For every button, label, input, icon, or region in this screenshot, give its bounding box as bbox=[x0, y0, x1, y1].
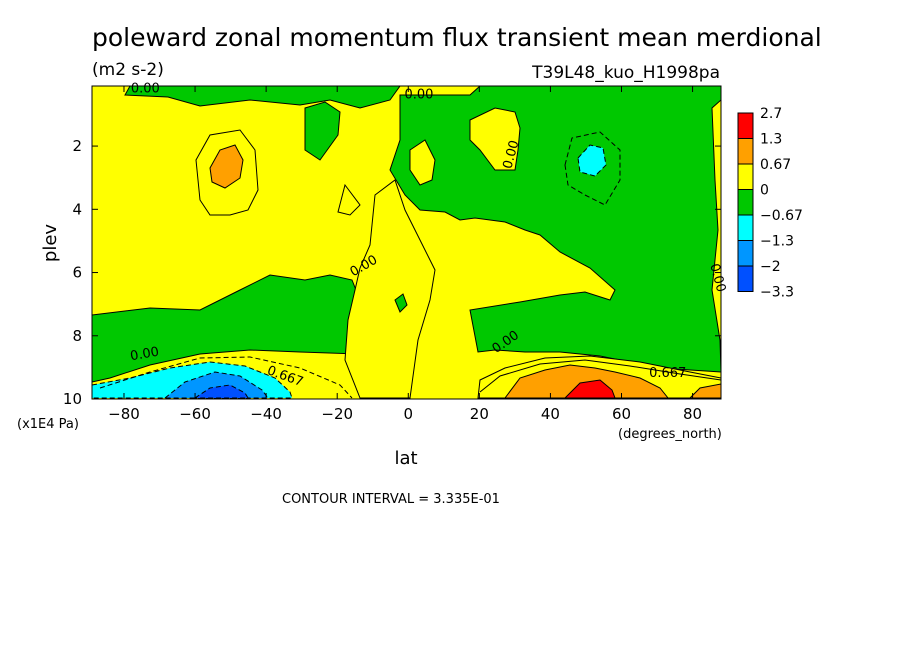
contour-surface-north-outer bbox=[479, 359, 721, 393]
colorbar-level-label: −0.67 bbox=[760, 208, 803, 224]
x-tick-label: 60 bbox=[612, 405, 631, 423]
region-negative-small-1 bbox=[304, 101, 341, 161]
colorbar-level-label: 2.7 bbox=[760, 106, 782, 122]
x-axis-ticks: −80 −60 −40 −20 0 20 40 60 80 bbox=[108, 86, 702, 423]
region-positive-column bbox=[344, 179, 436, 399]
region-red-surface-north bbox=[563, 379, 616, 399]
colorbar-swatch bbox=[737, 138, 754, 165]
colorbar-level-label: −3.3 bbox=[760, 285, 794, 301]
plot-frame bbox=[91, 85, 722, 400]
region-orange-sh-upper bbox=[209, 144, 244, 189]
y-axis-units: (x1E4 Pa) bbox=[17, 417, 79, 432]
run-label: T39L48_kuo_H1998pa bbox=[531, 63, 720, 83]
region-negative-left-top bbox=[92, 86, 401, 109]
colorbar-swatch bbox=[737, 189, 754, 216]
contour-label: 0.00 bbox=[129, 345, 160, 365]
colorbar-level-label: 0 bbox=[760, 183, 769, 199]
colorbar-swatch bbox=[737, 112, 754, 139]
region-positive-tongue bbox=[337, 183, 361, 216]
y-tick-label: 6 bbox=[72, 264, 82, 282]
region-positive-island bbox=[409, 139, 436, 186]
y-tick-label: 2 bbox=[72, 137, 82, 155]
chart-title: poleward zonal momentum flux transient m… bbox=[92, 23, 822, 52]
region-negative-small-2 bbox=[394, 293, 408, 313]
contour-label: 0.667 bbox=[649, 366, 686, 381]
region-orange-surface-north bbox=[504, 364, 670, 399]
x-tick-label: −20 bbox=[321, 405, 353, 423]
x-tick-label: 80 bbox=[683, 405, 702, 423]
x-tick-label: 0 bbox=[404, 405, 414, 423]
contour-label: 0.00 bbox=[404, 88, 433, 103]
region-negative-northern bbox=[389, 86, 721, 373]
contour-label: 0.00 bbox=[131, 81, 160, 96]
region-darkblue-surface-south bbox=[193, 384, 249, 399]
colorbar-level-label: 0.67 bbox=[760, 157, 791, 173]
contour-field bbox=[92, 86, 721, 399]
y-tick-label: 8 bbox=[72, 327, 82, 345]
region-positive-nh-upper bbox=[469, 107, 521, 171]
colorbar-swatch bbox=[737, 163, 754, 190]
region-cyan-nh-upper bbox=[577, 144, 607, 177]
contour-sh-upper-ring bbox=[195, 129, 259, 216]
colorbar-level-label: −1.3 bbox=[760, 234, 794, 250]
contour-label: 0.00 bbox=[501, 139, 523, 171]
x-tick-label: 40 bbox=[541, 405, 560, 423]
y-axis-ticks: 2 4 6 8 10 bbox=[63, 137, 721, 408]
colorbar-level-label: 1.3 bbox=[760, 132, 782, 148]
x-axis-units: (degrees_north) bbox=[618, 427, 722, 442]
colorbar-swatch bbox=[737, 240, 754, 267]
colorbar-swatch bbox=[737, 214, 754, 241]
contour-nh-upper-ring bbox=[564, 131, 621, 206]
colorbar-swatch bbox=[737, 265, 754, 292]
colorbar-level-label: −2 bbox=[760, 259, 781, 275]
x-tick-label: −80 bbox=[108, 405, 140, 423]
x-tick-label: −40 bbox=[250, 405, 282, 423]
contour-interval-note: CONTOUR INTERVAL = 3.335E-01 bbox=[282, 492, 500, 507]
x-tick-label: 20 bbox=[470, 405, 489, 423]
x-tick-label: −60 bbox=[179, 405, 211, 423]
y-tick-label: 4 bbox=[72, 200, 82, 218]
y-tick-label: 10 bbox=[63, 390, 82, 408]
x-axis-label: lat bbox=[394, 448, 417, 469]
chart-units: (m2 s-2) bbox=[92, 60, 164, 80]
y-axis-label: plev bbox=[40, 224, 61, 263]
contour-label: 0.00 bbox=[706, 262, 728, 294]
region-orange-surface-polar bbox=[688, 383, 721, 399]
contour-labels: 0.00 0.000.000.00 0.000.000.000.667 0.667 bbox=[129, 81, 728, 390]
contour-surface-south-outer bbox=[99, 356, 353, 399]
colorbar: 2.7 1.3 0.67 0 −0.67 −1.3 −2 −3.3 bbox=[737, 106, 803, 301]
